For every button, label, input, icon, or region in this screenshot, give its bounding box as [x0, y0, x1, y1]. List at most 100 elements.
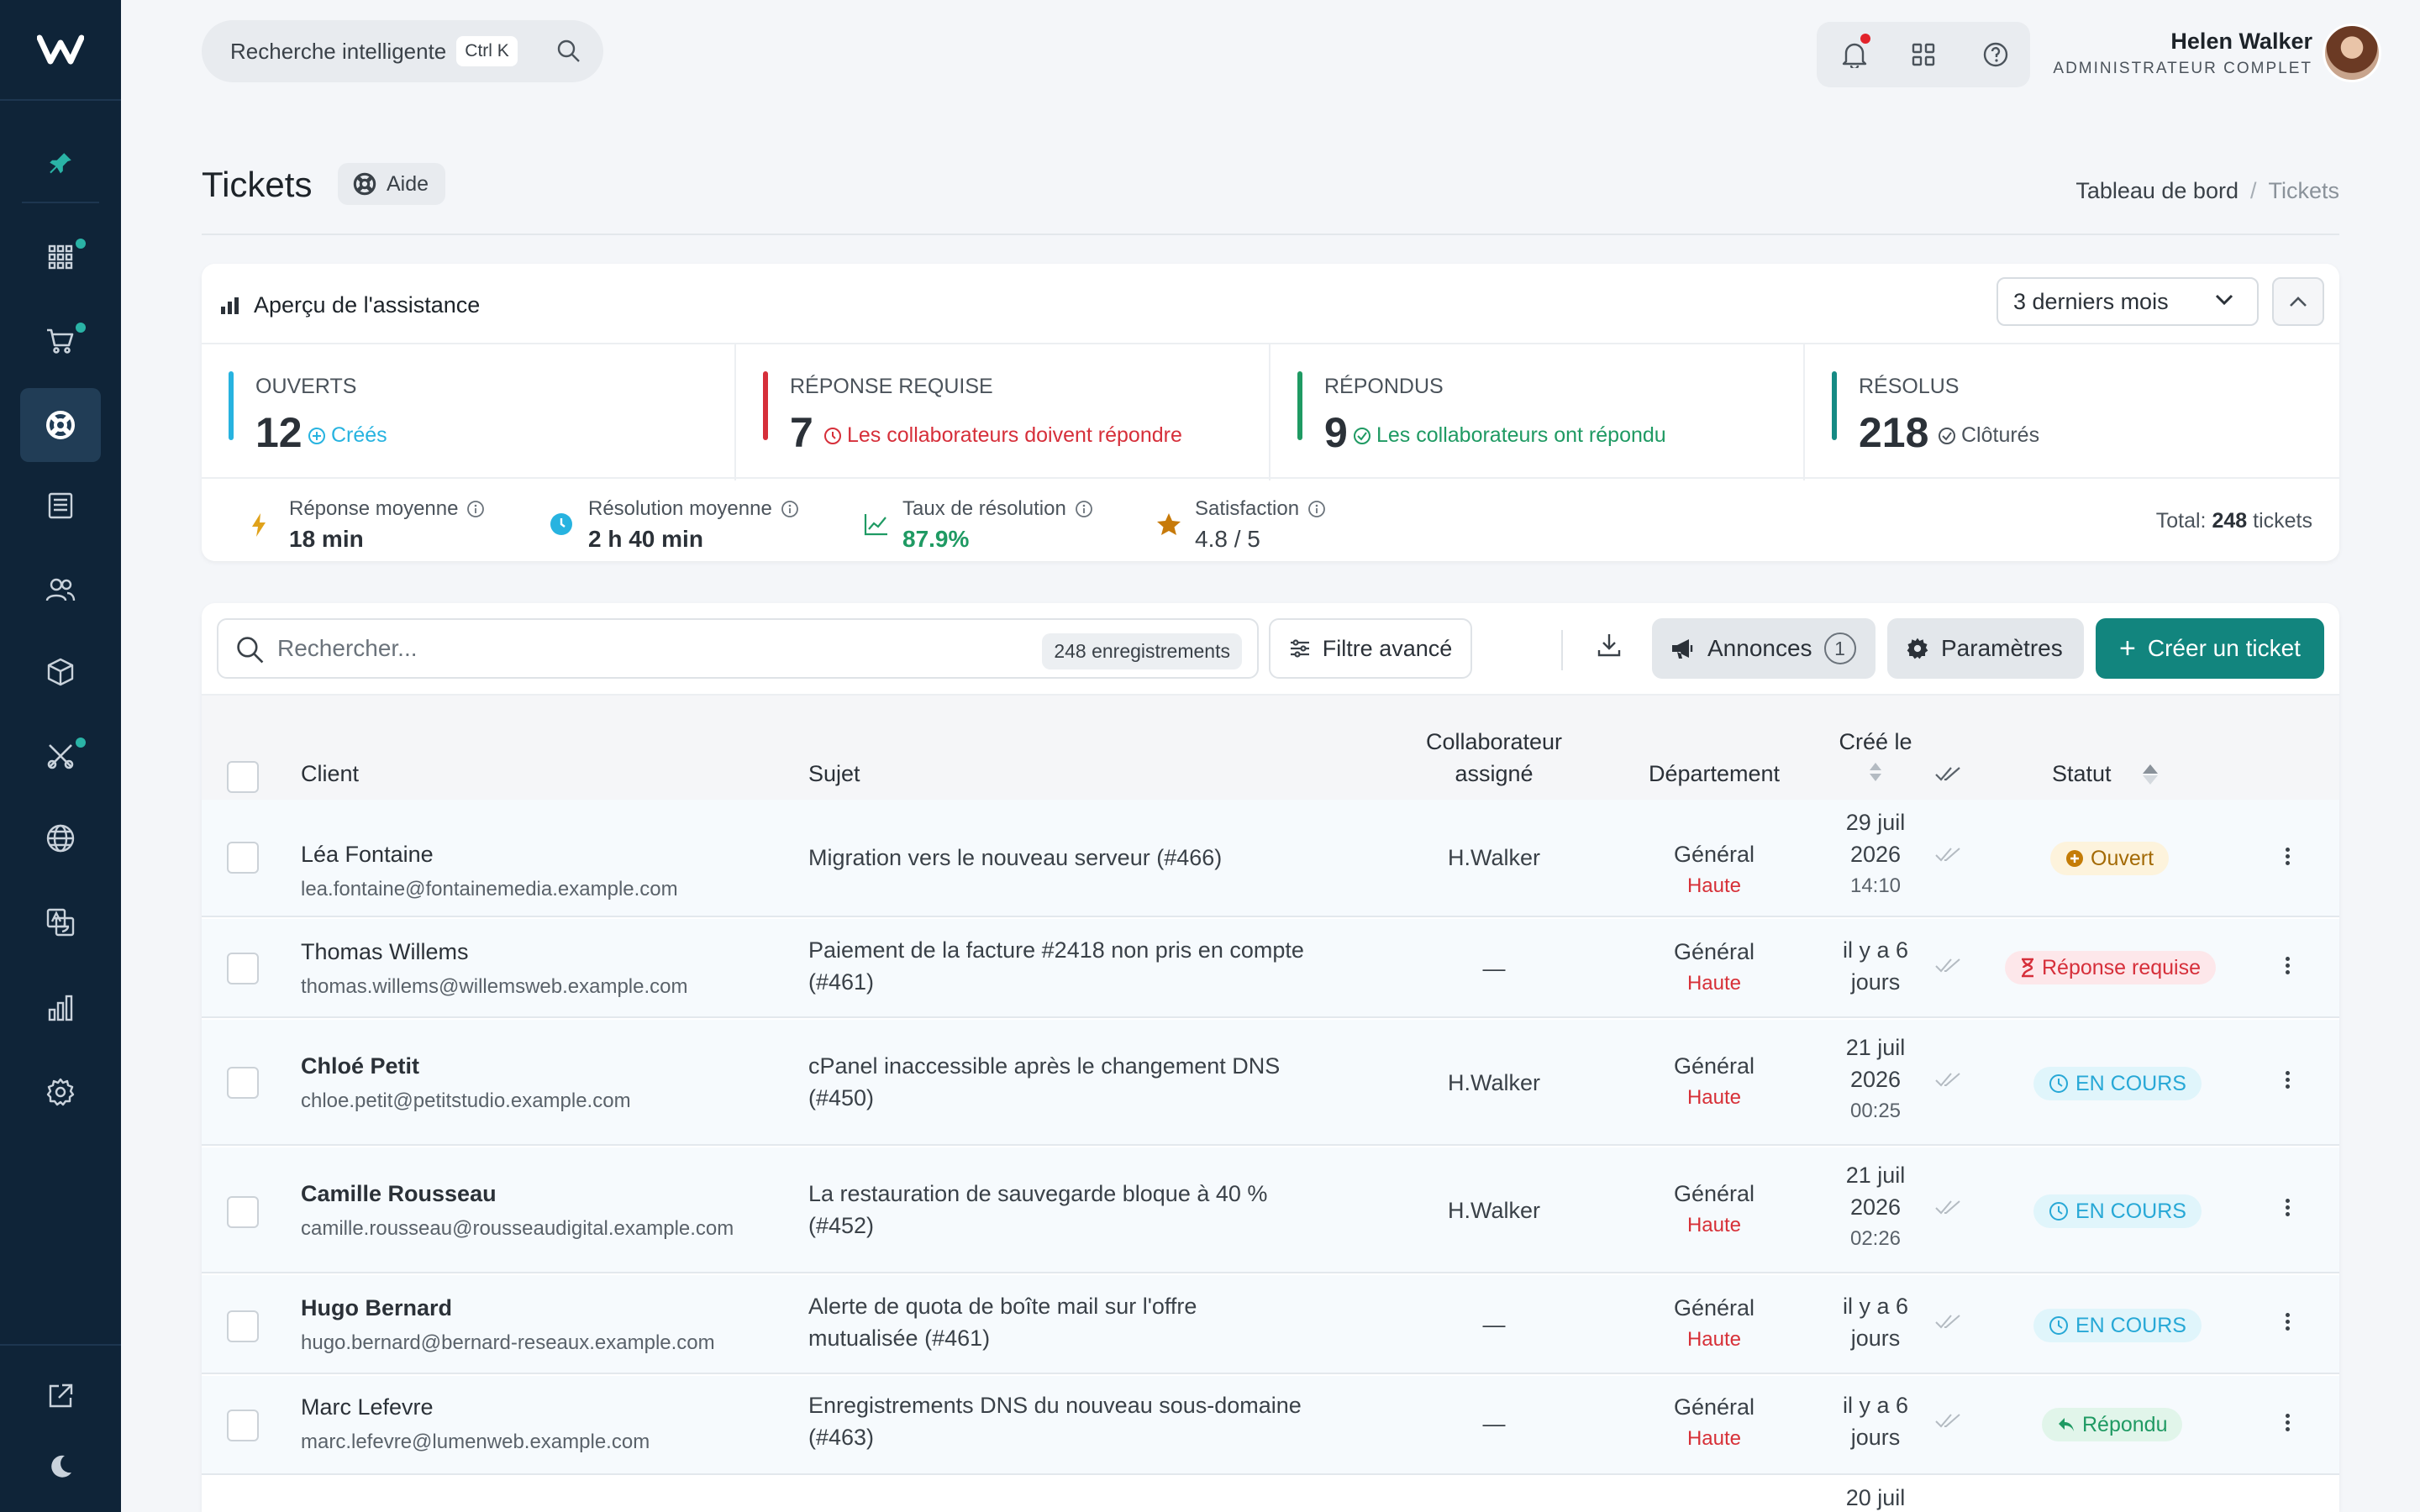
breadcrumb-separator: / [2249, 178, 2257, 203]
subject-cell[interactable]: Paiement de la facture #2418 non pris en… [808, 937, 1304, 995]
sidebar-item-settings[interactable] [0, 1055, 121, 1129]
column-subject[interactable]: Sujet [808, 761, 860, 786]
help-button[interactable] [1980, 39, 2012, 71]
gear-icon [1907, 638, 1928, 659]
divider [202, 234, 2339, 235]
row-menu-button[interactable] [2286, 845, 2292, 868]
stat-bar [1297, 371, 1302, 440]
clock-icon [824, 427, 841, 444]
created-cell: 20 juil [1845, 1485, 1906, 1510]
notifications-button[interactable] [1839, 39, 1870, 71]
ticket-search-input[interactable]: Rechercher... 248 enregistrements [217, 618, 1259, 679]
stat-sub: Les collaborateurs ont répondu [1353, 423, 1666, 448]
stat-bar [763, 371, 768, 440]
notification-dot [1860, 34, 1870, 44]
table-row[interactable]: Chloé Petit chloe.petit@petitstudio.examp… [202, 1020, 2339, 1146]
sidebar-item-apps[interactable] [0, 220, 121, 294]
info-icon [467, 501, 485, 517]
subject-cell[interactable]: Enregistrements DNS du nouveau sous-doma… [808, 1393, 1302, 1450]
sidebar-item-translations[interactable] [0, 885, 121, 959]
column-assignee[interactable]: Collaborateur assigné [1425, 729, 1563, 786]
client-cell: Chloé Petit chloe.petit@petitstudio.examp… [301, 1053, 631, 1112]
created-cell: il y a 6 jours [1842, 1393, 1909, 1450]
download-button[interactable] [1597, 632, 1622, 659]
sidebar-item-domains[interactable] [0, 801, 121, 875]
row-menu-button[interactable] [2286, 954, 2292, 977]
row-checkbox[interactable] [227, 1196, 259, 1228]
search-icon[interactable] [556, 39, 581, 64]
column-status[interactable]: Statut [2052, 761, 2112, 786]
sidebar-item-products[interactable] [0, 635, 121, 709]
row-checkbox[interactable] [227, 953, 259, 984]
status-badge: Réponse requise [2005, 951, 2217, 984]
advanced-filter-button[interactable]: Filtre avancé [1269, 618, 1472, 679]
row-checkbox[interactable] [227, 842, 259, 874]
period-value: 3 derniers mois [2013, 288, 2169, 314]
row-checkbox[interactable] [227, 1410, 259, 1441]
sidebar-item-invoices[interactable] [0, 469, 121, 543]
table-row[interactable]: Léa Fontaine lea.fontaine@fontainemedia.e… [202, 800, 2339, 917]
sidebar-item-tools[interactable] [0, 719, 121, 793]
table-row[interactable]: Camille Rousseau camille.rousseau@roussea… [202, 1147, 2339, 1273]
stat-reply-required[interactable]: RÉPONSE REQUISE 7 Les collaborateurs doi… [736, 344, 1270, 480]
globe-icon [46, 824, 75, 853]
row-menu-button[interactable] [2286, 1310, 2292, 1333]
column-created[interactable]: Créé le [1791, 726, 1960, 783]
column-client[interactable]: Client [301, 761, 360, 786]
select-all-checkbox[interactable] [227, 761, 259, 793]
stat-sub: Les collaborateurs doivent répondre [823, 423, 1182, 448]
settings-button[interactable]: Paramètres [1887, 618, 2084, 679]
smart-search[interactable]: Recherche intelligente Ctrl K [202, 20, 603, 82]
created-cell: 29 juil 2026 14:10 [1845, 810, 1906, 897]
help-button[interactable]: Aide [338, 163, 446, 205]
stat-answered[interactable]: RÉPONDUS 9 Les collaborateurs ont répond… [1270, 344, 1805, 480]
stat-resolved[interactable]: RÉSOLUS 218 Clôturés [1805, 344, 2339, 480]
sliders-icon [1290, 639, 1309, 658]
subject-cell[interactable]: La restauration de sauvegarde bloque à 4… [808, 1181, 1268, 1238]
app-logo[interactable] [0, 0, 121, 101]
kpi-satisfaction: Satisfaction 4.8 / 5 [1157, 497, 1326, 553]
announcements-count: 1 [1823, 633, 1856, 664]
sidebar-item-shop[interactable] [0, 304, 121, 378]
row-checkbox[interactable] [227, 1310, 259, 1342]
apps-button[interactable] [1907, 39, 1939, 71]
sidebar [0, 0, 121, 1512]
subject-cell[interactable]: cPanel inaccessible après le changement … [808, 1053, 1281, 1110]
announcements-button[interactable]: Annonces 1 [1652, 618, 1876, 679]
table-row[interactable]: Thomas Willems thomas.willems@willemsweb.… [202, 919, 2339, 1018]
row-menu-button[interactable] [2286, 1411, 2292, 1434]
create-ticket-button[interactable]: + Créer un ticket [2096, 618, 2324, 679]
total-tickets: Total: 248 tickets [2155, 509, 2312, 533]
sidebar-item-users[interactable] [0, 553, 121, 627]
stat-open[interactable]: OUVERTS 12 Créés [202, 344, 736, 480]
table-row[interactable]: Marc Lefevre marc.lefevre@lumenweb.exampl… [202, 1376, 2339, 1475]
pin-button[interactable] [22, 126, 99, 203]
period-select[interactable]: 3 derniers mois [1996, 277, 2259, 326]
dark-mode-toggle[interactable] [0, 1430, 121, 1504]
row-menu-button[interactable] [2286, 1196, 2292, 1219]
kpi-value: 87.9% [902, 526, 970, 552]
chevron-down-icon [2215, 294, 2233, 306]
info-icon [1308, 501, 1325, 517]
avatar[interactable] [2323, 24, 2381, 82]
tools-icon [47, 744, 74, 769]
page-title: Tickets [202, 165, 313, 204]
subject-cell[interactable]: Migration vers le nouveau serveur (#466) [808, 845, 1223, 870]
status-badge: EN COURS [2033, 1194, 2202, 1228]
external-link-button[interactable] [0, 1359, 121, 1433]
column-department[interactable]: Département [1648, 761, 1781, 786]
breadcrumb-home[interactable]: Tableau de bord [2075, 178, 2238, 203]
divider [1561, 630, 1563, 670]
users-icon [45, 578, 76, 601]
help-label: Aide [387, 171, 429, 196]
row-menu-button[interactable] [2286, 1068, 2292, 1091]
search-placeholder: Rechercher... [277, 635, 418, 661]
sidebar-item-reports[interactable] [0, 971, 121, 1045]
row-checkbox[interactable] [227, 1067, 259, 1099]
table-row[interactable]: 20 juil [202, 1477, 2339, 1512]
collapse-button[interactable] [2272, 277, 2324, 326]
user-info[interactable]: Helen Walker ADMINISTRATEUR COMPLET [2053, 29, 2312, 78]
table-row[interactable]: Hugo Bernard hugo.bernard@bernard-reseaux… [202, 1275, 2339, 1374]
sidebar-item-support[interactable] [0, 388, 121, 462]
subject-cell[interactable]: Alerte de quota de boîte mail sur l'offr… [808, 1294, 1197, 1351]
